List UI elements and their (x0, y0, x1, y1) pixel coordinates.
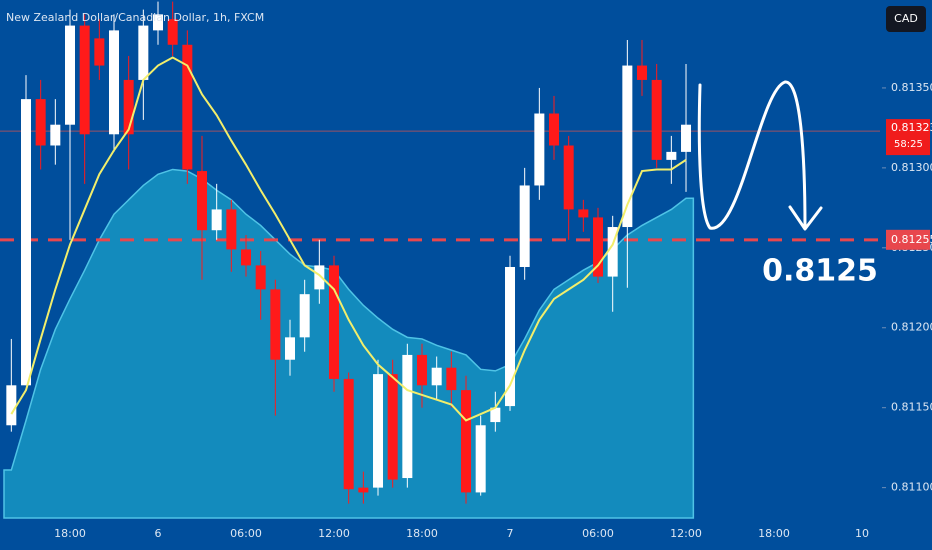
candle-body (431, 367, 442, 386)
currency-label[interactable]: CAD (894, 12, 918, 25)
y-tick-label: 0.81300 (891, 161, 932, 174)
candle-body (637, 65, 648, 80)
chart-title: New Zealand Dollar/Canadian Dollar, 1h, … (6, 11, 264, 24)
candle-body (343, 378, 354, 490)
candle-body (519, 185, 530, 267)
x-tick-label: 18:00 (406, 527, 438, 540)
candle-body (666, 151, 677, 160)
candle-body (446, 367, 457, 391)
candle-body (123, 79, 134, 135)
countdown: 58:25 (894, 139, 923, 150)
y-tick-label: 0.81150 (891, 401, 932, 414)
x-tick-label: 06:00 (582, 527, 614, 540)
candle-body (241, 249, 252, 266)
level-tag-label: 0.81255 (891, 233, 932, 246)
candle-body (35, 99, 46, 146)
candle-body (578, 209, 589, 218)
candle-body (417, 354, 428, 386)
x-tick-label: 12:00 (318, 527, 350, 540)
candle-body (167, 19, 178, 45)
candle-body (607, 227, 618, 277)
candle-body (182, 44, 193, 170)
candle-body (211, 209, 222, 231)
candle-body (314, 265, 325, 290)
candle-body (387, 374, 398, 480)
candle-body (651, 79, 662, 160)
candle-body (226, 209, 237, 250)
y-tick-label: 0.81200 (891, 321, 932, 334)
candle-body (299, 294, 310, 338)
candle-body (373, 374, 384, 488)
x-tick-label: 06:00 (230, 527, 262, 540)
candle-body (461, 390, 472, 493)
candle-body (681, 124, 692, 152)
drawn-arrow (697, 80, 823, 231)
annotation: 0.8125 (762, 254, 878, 289)
candle-body (79, 25, 90, 135)
candle-body (109, 30, 120, 135)
candle-body (20, 99, 31, 386)
candle-body (622, 65, 633, 228)
candle-body (505, 266, 516, 407)
x-tick-label: 7 (507, 527, 514, 540)
y-tick-label: 0.81350 (891, 81, 932, 94)
candle-body (358, 487, 369, 493)
candle-body (94, 38, 105, 66)
candle-body (138, 25, 149, 80)
candle-body (255, 265, 266, 290)
candle-body (285, 337, 296, 360)
x-tick-label: 18:00 (54, 527, 86, 540)
x-tick-label: 18:00 (758, 527, 790, 540)
x-tick-label: 12:00 (670, 527, 702, 540)
candle-body (402, 354, 413, 479)
candle-body (534, 113, 545, 186)
x-tick-label: 10 (855, 527, 869, 540)
candle-body (549, 113, 560, 146)
candle-body (563, 145, 574, 210)
candle-body (490, 407, 501, 423)
candle-body (197, 171, 208, 231)
price-tag-label: 0.81323 (891, 121, 932, 134)
candle-body (6, 385, 17, 426)
price-tag (886, 119, 930, 156)
candle-body (593, 217, 604, 277)
currency-button[interactable] (886, 6, 926, 32)
candle-body (65, 25, 75, 125)
y-tick-label: 0.81100 (891, 481, 932, 494)
candle-body (329, 265, 340, 379)
level-tag (886, 229, 930, 250)
candle-body (153, 14, 164, 31)
candle-body (475, 425, 486, 493)
candle-body (50, 124, 61, 146)
candle-body (270, 289, 281, 360)
moving-average (10, 56, 687, 422)
x-tick-label: 6 (155, 527, 162, 540)
